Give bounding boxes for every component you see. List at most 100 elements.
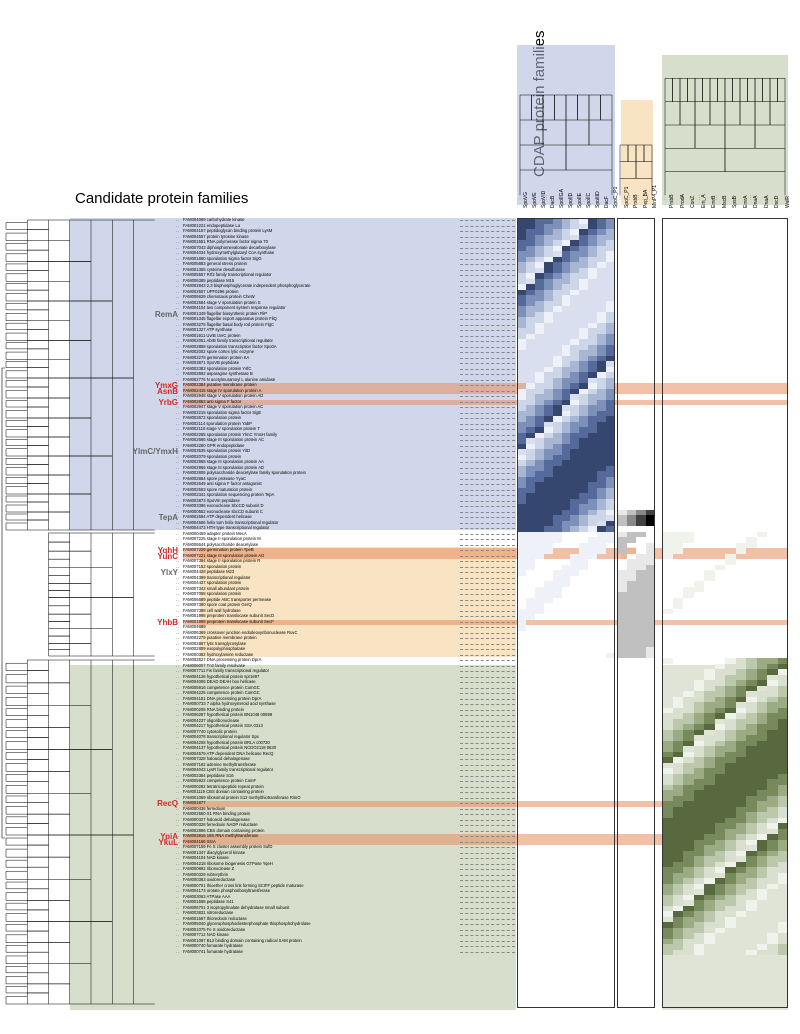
cell [627, 537, 637, 543]
row-label: FAM001327 ATP synthase [183, 327, 232, 332]
row-label: FAM004043 LysR family transcriptional re… [183, 767, 273, 772]
leader [460, 297, 515, 298]
row-label: FAM007225 stage II sporulation protein M [183, 536, 261, 541]
col-label: SpoIIC [586, 193, 592, 208]
leader [460, 501, 515, 502]
cell [526, 565, 535, 571]
col-label: WalR [785, 196, 791, 208]
leader [460, 941, 515, 942]
row-label: FAM003063 ATPase AAA [183, 894, 230, 899]
leader [460, 627, 515, 628]
row-label: FAM002384 peptidase S16 [183, 773, 234, 778]
cell [617, 653, 627, 659]
leader [460, 688, 515, 689]
cell [704, 576, 715, 582]
row-label: FAM004473 HTH type transcriptional regul… [183, 525, 269, 530]
leader [460, 655, 515, 656]
leader [460, 748, 515, 749]
row-label: FAM007221 stage III sporulation protein … [183, 553, 264, 558]
leader [460, 484, 515, 485]
cell [526, 334, 535, 340]
cell [597, 515, 606, 521]
cell [646, 521, 656, 527]
leader [460, 567, 515, 568]
col-label: SpoVID [541, 191, 547, 208]
leader [460, 424, 515, 425]
cell [683, 741, 694, 747]
row-label: FAM003396 exonuclease SbcCD subunit D [183, 503, 264, 508]
row-label: FAM007152 sporulation protein [183, 564, 241, 569]
cell [579, 218, 588, 224]
row-label: FAM004208 hypothetical protein BRLA c007… [183, 740, 270, 745]
cell [617, 548, 627, 554]
row-label: FAM002672 sporulation protein [183, 415, 241, 420]
row-label: FAM006287 hypothetical protein BN1048 00… [183, 712, 272, 717]
cell [694, 950, 705, 956]
col-label: MscB [722, 196, 728, 209]
row-label: FAM004557 protein tyrosine kinase [183, 234, 249, 239]
cell [636, 521, 646, 527]
row-label: FAM006385 peptidase M15 [183, 278, 234, 283]
row-label: FAM007740 cytosolic protein [183, 729, 237, 734]
leader [460, 589, 515, 590]
gene-highlight-label: YhbB [60, 618, 178, 627]
gene-highlight-label: RemA [60, 310, 178, 319]
cell [553, 592, 562, 598]
row-label: FAM000329 rubrerythrin [183, 872, 228, 877]
cell [767, 823, 778, 829]
row-label: FAM000552 exonuclease sbcCD subunit C [183, 509, 263, 514]
row-label: FAM002948 stage V sporulation protein AD [183, 393, 263, 398]
cell [606, 537, 615, 543]
cell [588, 526, 597, 532]
leader [460, 578, 515, 579]
cell [673, 950, 684, 956]
col-label: ProdA [680, 194, 686, 208]
leader [460, 908, 515, 909]
row-label: FAM002051 AbrB family transcriptional re… [183, 338, 273, 343]
cell [683, 950, 694, 956]
cell [736, 697, 747, 703]
leader [460, 952, 515, 953]
leader [460, 902, 515, 903]
row-label: FAM002843 2,3 bisphosphoglycerate indepe… [183, 283, 311, 288]
leader [460, 369, 515, 370]
row-label: FAM007328 haloacid dehalogenase [183, 756, 250, 761]
leader [460, 759, 515, 760]
col-label: Pep_BA [643, 190, 649, 208]
row-label: FAM006629 chemotaxis protein CheW [183, 294, 255, 299]
row-label: FAM006689 peptide ABC transporter permea… [183, 597, 271, 602]
cell [627, 521, 637, 527]
cell [636, 653, 646, 659]
leader [460, 330, 515, 331]
cell [570, 389, 579, 395]
leader [460, 798, 515, 799]
leader [460, 836, 515, 837]
leader [460, 286, 515, 287]
row-label: FAM004104 NAD kinase [183, 855, 229, 860]
row-label: FAM002775 N acetylmuramoyl L alanine ami… [183, 377, 275, 382]
leader [460, 611, 515, 612]
leader [460, 545, 515, 546]
row-label: FAM000327 haloacid dehalogenase [183, 817, 250, 822]
row-label: FAM002827 DNA processing protein DprA [183, 657, 261, 662]
leader [460, 743, 515, 744]
leader [460, 913, 515, 914]
leader [460, 539, 515, 540]
row-label: FAM003535 sporulation protein YitD [183, 448, 250, 453]
cell [683, 537, 694, 543]
leader [460, 440, 515, 441]
leader [460, 380, 515, 381]
gene-highlight-label: YkuL [60, 838, 178, 847]
cell [526, 614, 535, 620]
cell [646, 653, 656, 659]
cell [579, 284, 588, 290]
cell [736, 911, 747, 917]
row-label: FAM000208 RNA binding protein [183, 707, 244, 712]
cell [617, 521, 627, 527]
leader [460, 671, 515, 672]
cell [544, 598, 553, 604]
leader [460, 490, 515, 491]
cell [662, 757, 673, 763]
row-label: FAM005922 competence protein ComF [183, 778, 256, 783]
cell [517, 444, 526, 450]
